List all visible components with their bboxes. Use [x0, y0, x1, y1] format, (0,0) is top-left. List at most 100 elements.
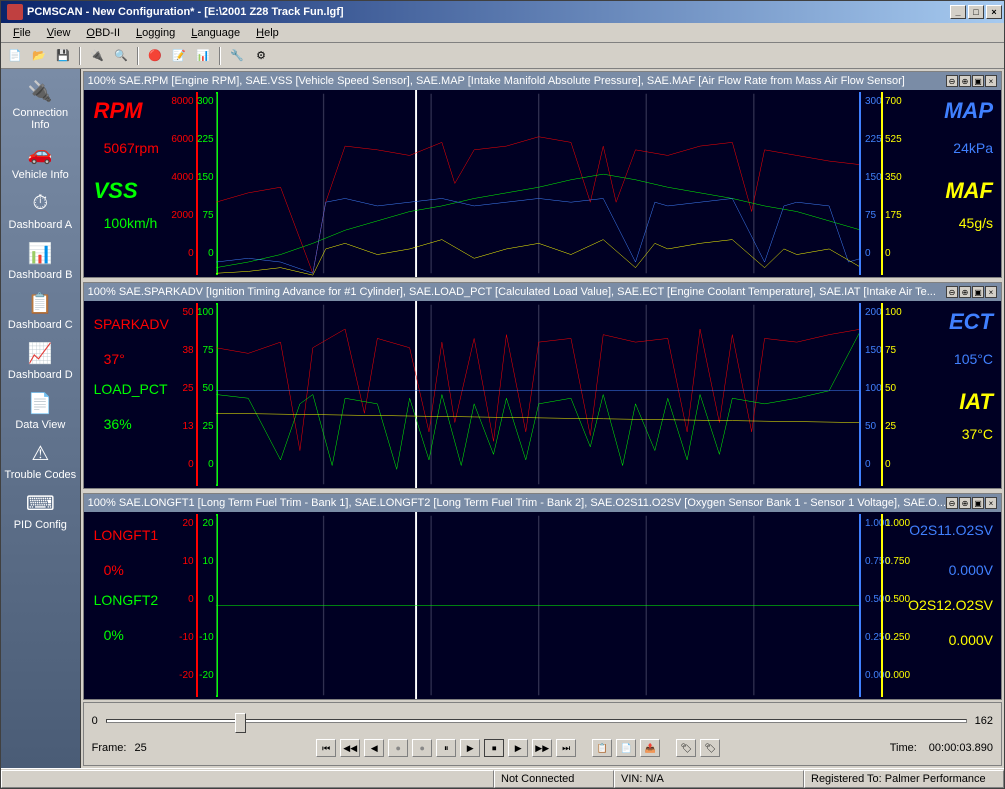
last-button[interactable]: ⏭ — [556, 739, 576, 757]
forward-button[interactable]: ▶▶ — [532, 739, 552, 757]
axis-tick: 0 — [865, 459, 871, 470]
axis-tick: 0 — [188, 459, 194, 470]
chart-plot[interactable] — [216, 301, 861, 488]
chart-plot[interactable] — [216, 90, 861, 277]
log-icon[interactable]: 📝 — [169, 46, 189, 66]
chart-close-icon[interactable]: × — [985, 75, 997, 87]
connect-icon[interactable]: 🔌 — [87, 46, 107, 66]
sidebar-icon: 📈 — [24, 341, 56, 365]
mark1-button[interactable]: 🏷 — [676, 739, 696, 757]
axis-name: LONGFT2 — [94, 592, 159, 608]
sidebar-icon: ⌨ — [24, 491, 56, 515]
chart-close-icon[interactable]: × — [985, 286, 997, 298]
sidebar-item-connection-info[interactable]: 🔌 Connection Info — [1, 75, 80, 135]
axis-tick: 50 — [865, 421, 876, 432]
axis-value: 37° — [104, 351, 125, 367]
axis-tick: 225 — [197, 134, 214, 145]
sidebar-item-data-view[interactable]: 📄Data View — [1, 387, 80, 435]
chart-restore-icon[interactable]: ▣ — [972, 286, 984, 298]
playback-slider[interactable] — [106, 711, 967, 731]
new-icon[interactable]: 📄 — [5, 46, 25, 66]
chart-min-icon[interactable]: ⊖ — [946, 497, 958, 509]
record-icon[interactable]: 🔴 — [145, 46, 165, 66]
menu-view[interactable]: View — [39, 25, 79, 41]
rec2-button[interactable]: ● — [412, 739, 432, 757]
sidebar-icon: 🚗 — [24, 141, 56, 165]
play-button[interactable]: ▶ — [460, 739, 480, 757]
chart-right-labels: MAP24kPa300225150750MAF45g/s700525350175… — [861, 90, 1001, 277]
playback-panel: 0 162 Frame: 25 ⏮ ◀◀ ◀ ● ● ⏸ ▶ ⏹ ▶ — [83, 702, 1002, 766]
slider-thumb[interactable] — [235, 713, 246, 733]
copy-button[interactable]: 📋 — [592, 739, 612, 757]
chart-plot[interactable] — [216, 512, 861, 699]
chart-header-text: 100% SAE.LONGFT1 [Long Term Fuel Trim - … — [88, 497, 946, 509]
minimize-button[interactable]: _ — [950, 5, 966, 19]
sidebar-label: Dashboard A — [9, 219, 73, 231]
first-button[interactable]: ⏮ — [316, 739, 336, 757]
sidebar-label: Dashboard B — [8, 269, 72, 281]
menu-obdii[interactable]: OBD-II — [78, 25, 128, 41]
open-icon[interactable]: 📂 — [29, 46, 49, 66]
chart-close-icon[interactable]: × — [985, 497, 997, 509]
axis-tick: 25 — [885, 421, 896, 432]
sidebar-item-dashboard-b[interactable]: 📊Dashboard B — [1, 237, 80, 285]
slider-max: 162 — [975, 715, 993, 727]
axis-tick: 20 — [183, 518, 194, 529]
next-button[interactable]: ▶ — [508, 739, 528, 757]
chart-min-icon[interactable]: ⊖ — [946, 75, 958, 87]
stop-button[interactable]: ⏹ — [484, 739, 504, 757]
rec1-button[interactable]: ● — [388, 739, 408, 757]
chart-restore-icon[interactable]: ▣ — [972, 75, 984, 87]
paste-button[interactable]: 📄 — [616, 739, 636, 757]
sidebar-item-dashboard-a[interactable]: ⏱Dashboard A — [1, 187, 80, 235]
monitor-icon[interactable]: 🔍 — [111, 46, 131, 66]
axis-tick: 10 — [183, 556, 194, 567]
status-connection: Not Connected — [494, 770, 614, 788]
tool1-icon[interactable]: 🔧 — [227, 46, 247, 66]
sidebar-item-dashboard-d[interactable]: 📈Dashboard D — [1, 337, 80, 385]
rewind-button[interactable]: ◀◀ — [340, 739, 360, 757]
axis-tick: 25 — [203, 421, 214, 432]
axis-tick: 100 — [197, 307, 214, 318]
mark2-button[interactable]: 🏷 — [700, 739, 720, 757]
axis-tick: 0 — [865, 248, 871, 259]
sidebar-item-pid-config[interactable]: ⌨PID Config — [1, 487, 80, 535]
sidebar-icon: 🔌 — [24, 79, 56, 103]
sidebar-item-trouble-codes[interactable]: ⚠Trouble Codes — [1, 437, 80, 485]
axis-tick: 0 — [208, 248, 214, 259]
export-button[interactable]: 📤 — [640, 739, 660, 757]
chart-restore-icon[interactable]: ▣ — [972, 497, 984, 509]
chart-min-icon[interactable]: ⊖ — [946, 286, 958, 298]
chart-max-icon[interactable]: ⊕ — [959, 497, 971, 509]
axis-tick: 0 — [885, 459, 891, 470]
close-button[interactable]: × — [986, 5, 1002, 19]
pause-button[interactable]: ⏸ — [436, 739, 456, 757]
axis-tick: 0.250 — [885, 632, 910, 643]
axis-name: LONGFT1 — [94, 527, 159, 543]
chart-icon[interactable]: 📊 — [193, 46, 213, 66]
axis-tick: 0 — [885, 248, 891, 259]
status-registered: Registered To: Palmer Performance — [804, 770, 1004, 788]
menu-help[interactable]: Help — [248, 25, 287, 41]
titlebar: PCMSCAN - New Configuration* - [E:\2001 … — [1, 1, 1004, 23]
maximize-button[interactable]: □ — [968, 5, 984, 19]
sidebar-item-vehicle-info[interactable]: 🚗Vehicle Info — [1, 137, 80, 185]
axis-name: O2S12.O2SV — [908, 597, 993, 613]
chart-header-text: 100% SAE.RPM [Engine RPM], SAE.VSS [Vehi… — [88, 75, 946, 87]
time-value: 00:00:03.890 — [929, 742, 993, 754]
save-icon[interactable]: 💾 — [53, 46, 73, 66]
menubar: File View OBD-II Logging Language Help — [1, 23, 1004, 43]
sidebar-item-dashboard-c[interactable]: 📋Dashboard C — [1, 287, 80, 335]
chart-max-icon[interactable]: ⊕ — [959, 75, 971, 87]
sidebar-label: Connection Info — [3, 107, 78, 131]
menu-logging[interactable]: Logging — [128, 25, 183, 41]
prev-button[interactable]: ◀ — [364, 739, 384, 757]
axis-tick: 6000 — [171, 134, 193, 145]
chart-max-icon[interactable]: ⊕ — [959, 286, 971, 298]
menu-file[interactable]: File — [5, 25, 39, 41]
axis-tick: 25 — [183, 383, 194, 394]
chart-left-labels: SPARKADV37°503825130LOAD_PCT36%100755025… — [84, 301, 216, 488]
axis-name: VSS — [94, 178, 138, 204]
menu-language[interactable]: Language — [183, 25, 248, 41]
tool2-icon[interactable]: ⚙ — [251, 46, 271, 66]
